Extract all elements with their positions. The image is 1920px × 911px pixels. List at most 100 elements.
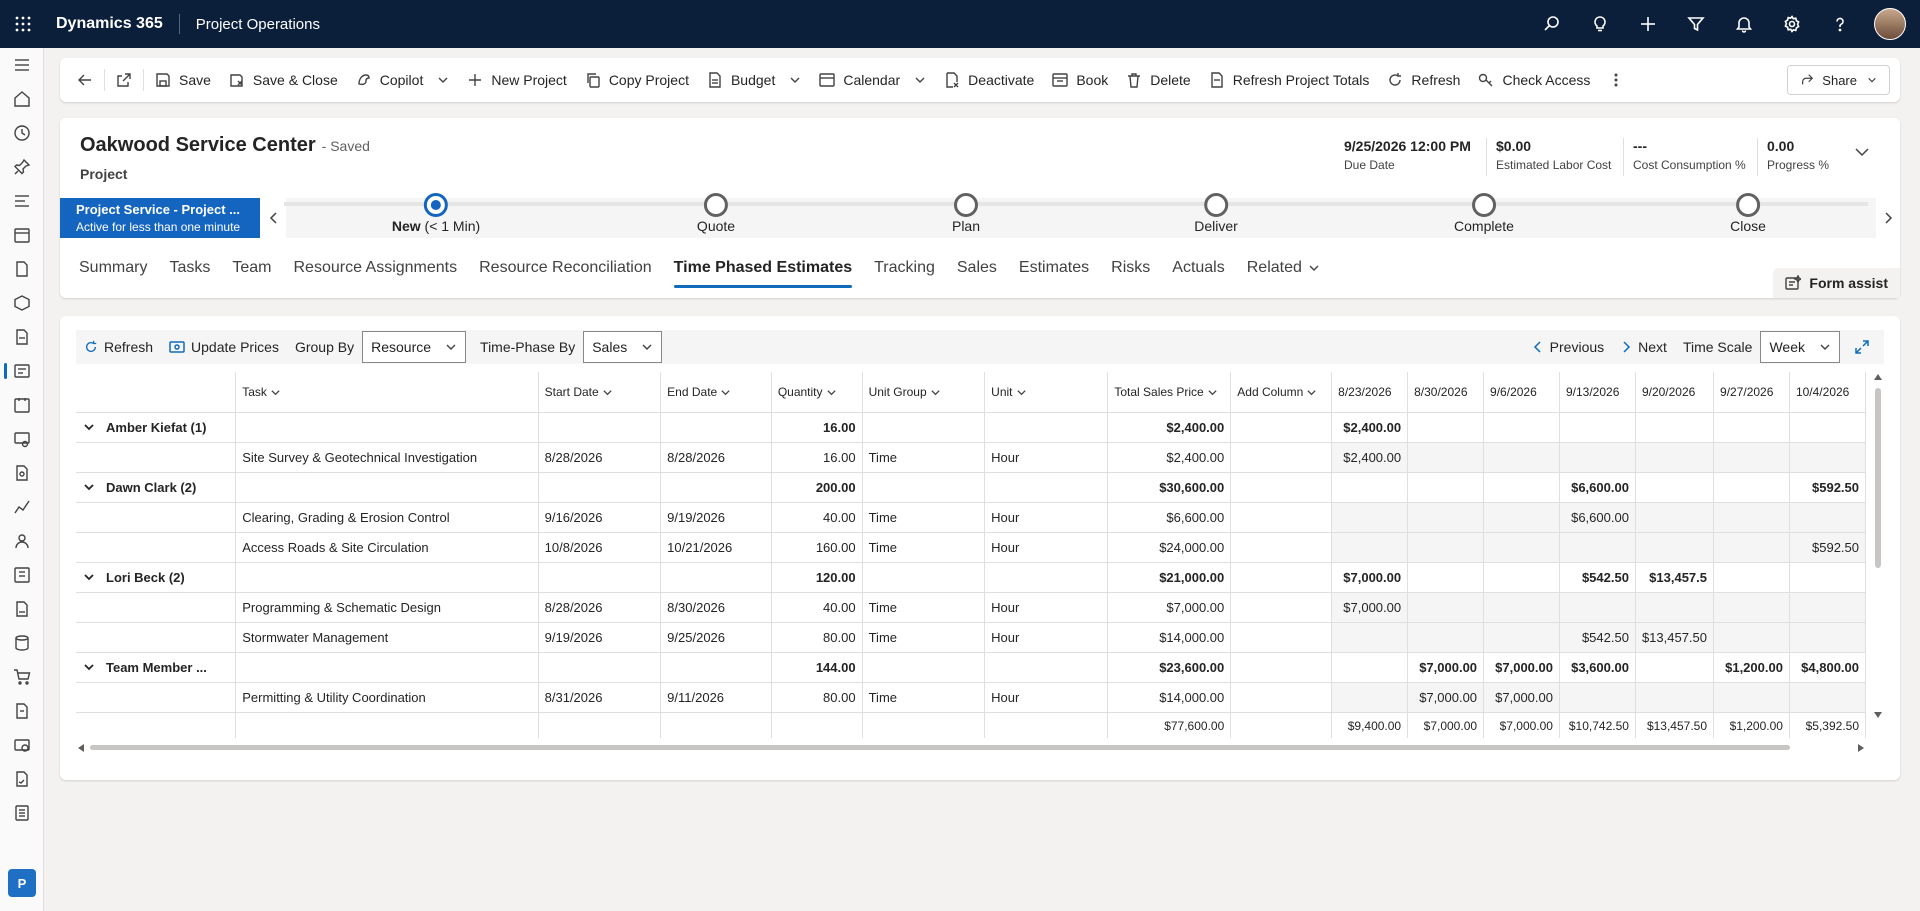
cell-unit-group[interactable]: Time [862,622,986,653]
tab-resource-assignments[interactable]: Resource Assignments [293,259,458,276]
column-header-start-date[interactable]: Start Date [538,372,662,413]
hamburger-icon[interactable] [0,48,44,82]
cell-start-date[interactable]: 8/28/2026 [538,592,662,623]
cell-task[interactable]: Programming & Schematic Design [235,592,539,623]
column-header-total-sales-price[interactable]: Total Sales Price [1107,372,1232,413]
delete-button[interactable]: Delete [1117,64,1199,96]
table-row[interactable]: Access Roads & Site Circulation 10/8/2026… [76,532,1866,563]
tab-time-phased-estimates[interactable]: Time Phased Estimates [663,246,863,290]
tab-summary[interactable]: Summary [79,259,148,276]
home-icon[interactable] [0,82,44,116]
cell-week-value[interactable]: $7,000.00 [1331,592,1409,623]
cell-week-value[interactable]: $7,000.00 [1483,682,1560,713]
column-header-week[interactable]: 10/4/2026 [1789,372,1866,413]
cell-week-value[interactable] [1635,442,1715,473]
group-cell[interactable]: Team Member ... [76,652,237,683]
cell-week-value[interactable] [1407,592,1485,623]
sort-chevron-icon[interactable] [826,387,837,398]
cell-quantity[interactable]: 80.00 [771,622,863,653]
cell-week-value[interactable]: $13,457.50 [1635,622,1715,653]
column-header-task[interactable]: Task [235,372,539,413]
cell-week-value[interactable] [1635,532,1715,563]
sort-chevron-icon[interactable] [1306,387,1317,398]
bpf-stage-new[interactable]: New (< 1 Min) [392,193,480,234]
share-button[interactable]: Share [1787,65,1890,95]
report-icon[interactable] [0,558,44,592]
plus-icon[interactable] [1624,0,1672,48]
cell-unit[interactable]: Hour [984,502,1109,533]
group-cell[interactable]: Dawn Clark (2) [76,472,237,503]
bpf-stage-complete[interactable]: Complete [1454,193,1514,234]
refresh-totals-button[interactable]: Refresh Project Totals [1200,64,1379,96]
header-field-due-date[interactable]: 9/25/2026 12:00 PM Due Date [1344,138,1471,172]
projects-icon[interactable] [0,354,44,388]
update-prices-button[interactable]: Update Prices [161,332,287,362]
column-header-week[interactable]: 8/30/2026 [1407,372,1485,413]
cell-add-column[interactable] [1230,592,1333,623]
cell-week-value[interactable] [1483,502,1560,533]
cell-week-value[interactable]: $542.50 [1559,622,1636,653]
cell-quantity[interactable]: 40.00 [771,502,863,533]
sort-chevron-icon[interactable] [930,387,941,398]
cell-unit[interactable]: Hour [984,622,1109,653]
cell-week-value[interactable] [1713,622,1790,653]
help-icon[interactable] [1816,0,1864,48]
cell-week-value[interactable] [1789,502,1866,533]
group-row[interactable]: Dawn Clark (2) 200.00 $30,600.00 $6,600.00 $… [76,472,1866,503]
copy-project-button[interactable]: Copy Project [576,64,698,96]
cell-week-value[interactable] [1407,622,1485,653]
cell-end-date[interactable]: 9/25/2026 [660,622,772,653]
cell-task[interactable]: Site Survey & Geotechnical Investigation [235,442,539,473]
budget-button[interactable]: Budget [698,64,810,96]
cell-week-value[interactable] [1331,532,1409,563]
save-button[interactable]: Save [146,64,220,96]
save-close-button[interactable]: Save & Close [220,64,347,96]
form-assist-button[interactable]: Form assist [1773,268,1900,298]
horizontal-scroll-thumb[interactable] [90,745,1790,750]
column-header-end-date[interactable]: End Date [660,372,772,413]
cell-week-value[interactable] [1713,502,1790,533]
book-button[interactable]: Book [1043,64,1117,96]
calendar-icon[interactable] [0,218,44,252]
app-name[interactable]: Dynamics 365 [46,14,180,34]
group-cell[interactable]: Amber Kiefat (1) [76,412,237,443]
cell-task[interactable]: Permitting & Utility Coordination [235,682,539,713]
expand-button[interactable] [1846,332,1884,362]
cell-week-value[interactable] [1559,532,1636,563]
group-cell[interactable]: Lori Beck (2) [76,562,237,593]
cell-total-sales-price[interactable]: $6,600.00 [1107,502,1232,533]
bpf-active-stage[interactable]: Project Service - Project ... Active for… [60,198,260,238]
cell-week-value[interactable] [1635,592,1715,623]
column-header-unit[interactable]: Unit [984,372,1109,413]
back-button[interactable] [68,64,102,96]
cell-add-column[interactable] [1230,682,1333,713]
cell-unit[interactable]: Hour [984,532,1109,563]
collapse-chevron-icon[interactable] [84,422,94,432]
resources-icon[interactable] [0,422,44,456]
column-header-week[interactable]: 9/20/2026 [1635,372,1715,413]
bpf-previous-button[interactable] [262,198,286,238]
column-header-week[interactable]: 9/6/2026 [1483,372,1560,413]
app-launcher-icon[interactable] [0,0,46,48]
cell-week-value[interactable] [1559,682,1636,713]
cell-add-column[interactable] [1230,532,1333,563]
table-row[interactable]: Site Survey & Geotechnical Investigation… [76,442,1866,473]
next-button[interactable]: Next [1612,332,1675,362]
cell-total-sales-price[interactable]: $24,000.00 [1107,532,1232,563]
cell-end-date[interactable]: 8/30/2026 [660,592,772,623]
cell-week-value[interactable] [1789,682,1866,713]
cell-start-date[interactable]: 8/31/2026 [538,682,662,713]
column-header-add-column[interactable]: Add Column [1230,372,1333,413]
cell-week-value[interactable] [1331,682,1409,713]
cell-week-value[interactable] [1483,442,1560,473]
time-scale-select[interactable]: Week [1760,331,1840,363]
sort-chevron-icon[interactable] [270,387,281,398]
expand-header-icon[interactable] [1854,144,1870,160]
sort-chevron-icon[interactable] [1207,387,1218,398]
cell-week-value[interactable] [1635,502,1715,533]
refresh-button[interactable]: Refresh [1378,64,1469,96]
tab-team[interactable]: Team [232,259,272,276]
previous-button[interactable]: Previous [1524,332,1612,362]
cell-total-sales-price[interactable]: $2,400.00 [1107,442,1232,473]
settings-icon[interactable] [1768,0,1816,48]
